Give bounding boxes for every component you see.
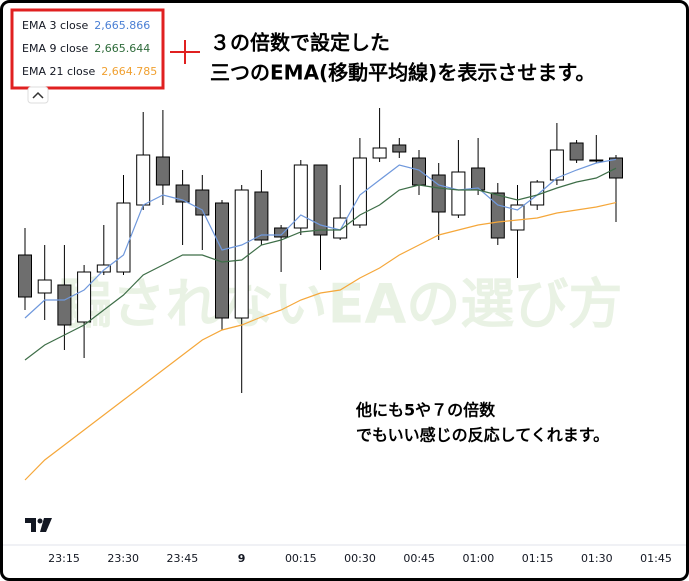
annotation: 三つのEMA(移動平均線)を表示させます。	[210, 61, 595, 85]
candle-body	[352, 157, 367, 226]
candle-body	[116, 202, 131, 273]
candle-body	[293, 164, 308, 229]
candle-body	[451, 171, 466, 216]
candle-body	[589, 159, 604, 162]
x-tick-label: 23:15	[48, 552, 80, 565]
collapse-button[interactable]	[27, 86, 49, 104]
x-tick-label: 00:45	[403, 552, 435, 565]
tv-logo	[25, 518, 52, 532]
x-tick-label: 23:45	[167, 552, 199, 565]
x-tick-label: 00:15	[285, 552, 317, 565]
x-tick-label: 01:15	[522, 552, 554, 565]
x-tick-label: 01:00	[463, 552, 495, 565]
candle-body	[37, 279, 52, 294]
candle-body	[234, 189, 249, 319]
legend-name: EMA 9 close	[22, 42, 89, 55]
candle-body	[609, 157, 623, 179]
candle-body	[471, 167, 486, 191]
candle-body	[155, 156, 170, 186]
candle-body	[57, 284, 72, 326]
candle-body	[313, 164, 328, 236]
pointer-mark	[170, 40, 200, 64]
ema-line	[24, 202, 617, 481]
legend-value: 2,665.644	[94, 42, 150, 55]
candle-body	[175, 184, 190, 203]
candle-body	[274, 227, 289, 238]
legend-value: 2,665.866	[94, 19, 150, 32]
ema-line	[24, 167, 617, 361]
collapse-icon	[32, 91, 44, 99]
watermark: 騙されないEAの選び方	[58, 273, 623, 336]
x-tick-label: 01:30	[581, 552, 613, 565]
annotation: 他にも5や７の倍数	[355, 401, 496, 420]
candle-body	[77, 271, 92, 323]
candle-body	[431, 174, 446, 213]
candle-body	[372, 147, 387, 159]
legend-name: EMA 21 close	[22, 65, 96, 78]
ema-line	[24, 158, 617, 319]
legend-value: 2,664.785	[101, 65, 157, 78]
candle-body	[254, 191, 269, 241]
annotation: でもいい感じの反応してくれます。	[356, 426, 609, 445]
x-tick-label: 9	[238, 552, 246, 565]
x-tick-label: 00:30	[344, 552, 376, 565]
x-tick-label: 01:45	[640, 552, 672, 565]
x-tick-label: 23:30	[107, 552, 139, 565]
legend-name: EMA 3 close	[22, 19, 89, 32]
candle-body	[530, 181, 545, 206]
candle-body	[392, 144, 407, 153]
candle-body	[412, 157, 426, 186]
candle-body	[18, 254, 32, 298]
candle-body	[96, 264, 111, 273]
candle-body	[136, 154, 151, 206]
annotation: ３の倍数で設定した	[210, 31, 390, 55]
candle-body	[510, 204, 525, 231]
candle-body	[490, 192, 505, 239]
candle-body	[569, 142, 584, 161]
candle-body	[215, 202, 229, 319]
candle-body	[549, 149, 564, 181]
legend-highlight	[10, 8, 165, 90]
